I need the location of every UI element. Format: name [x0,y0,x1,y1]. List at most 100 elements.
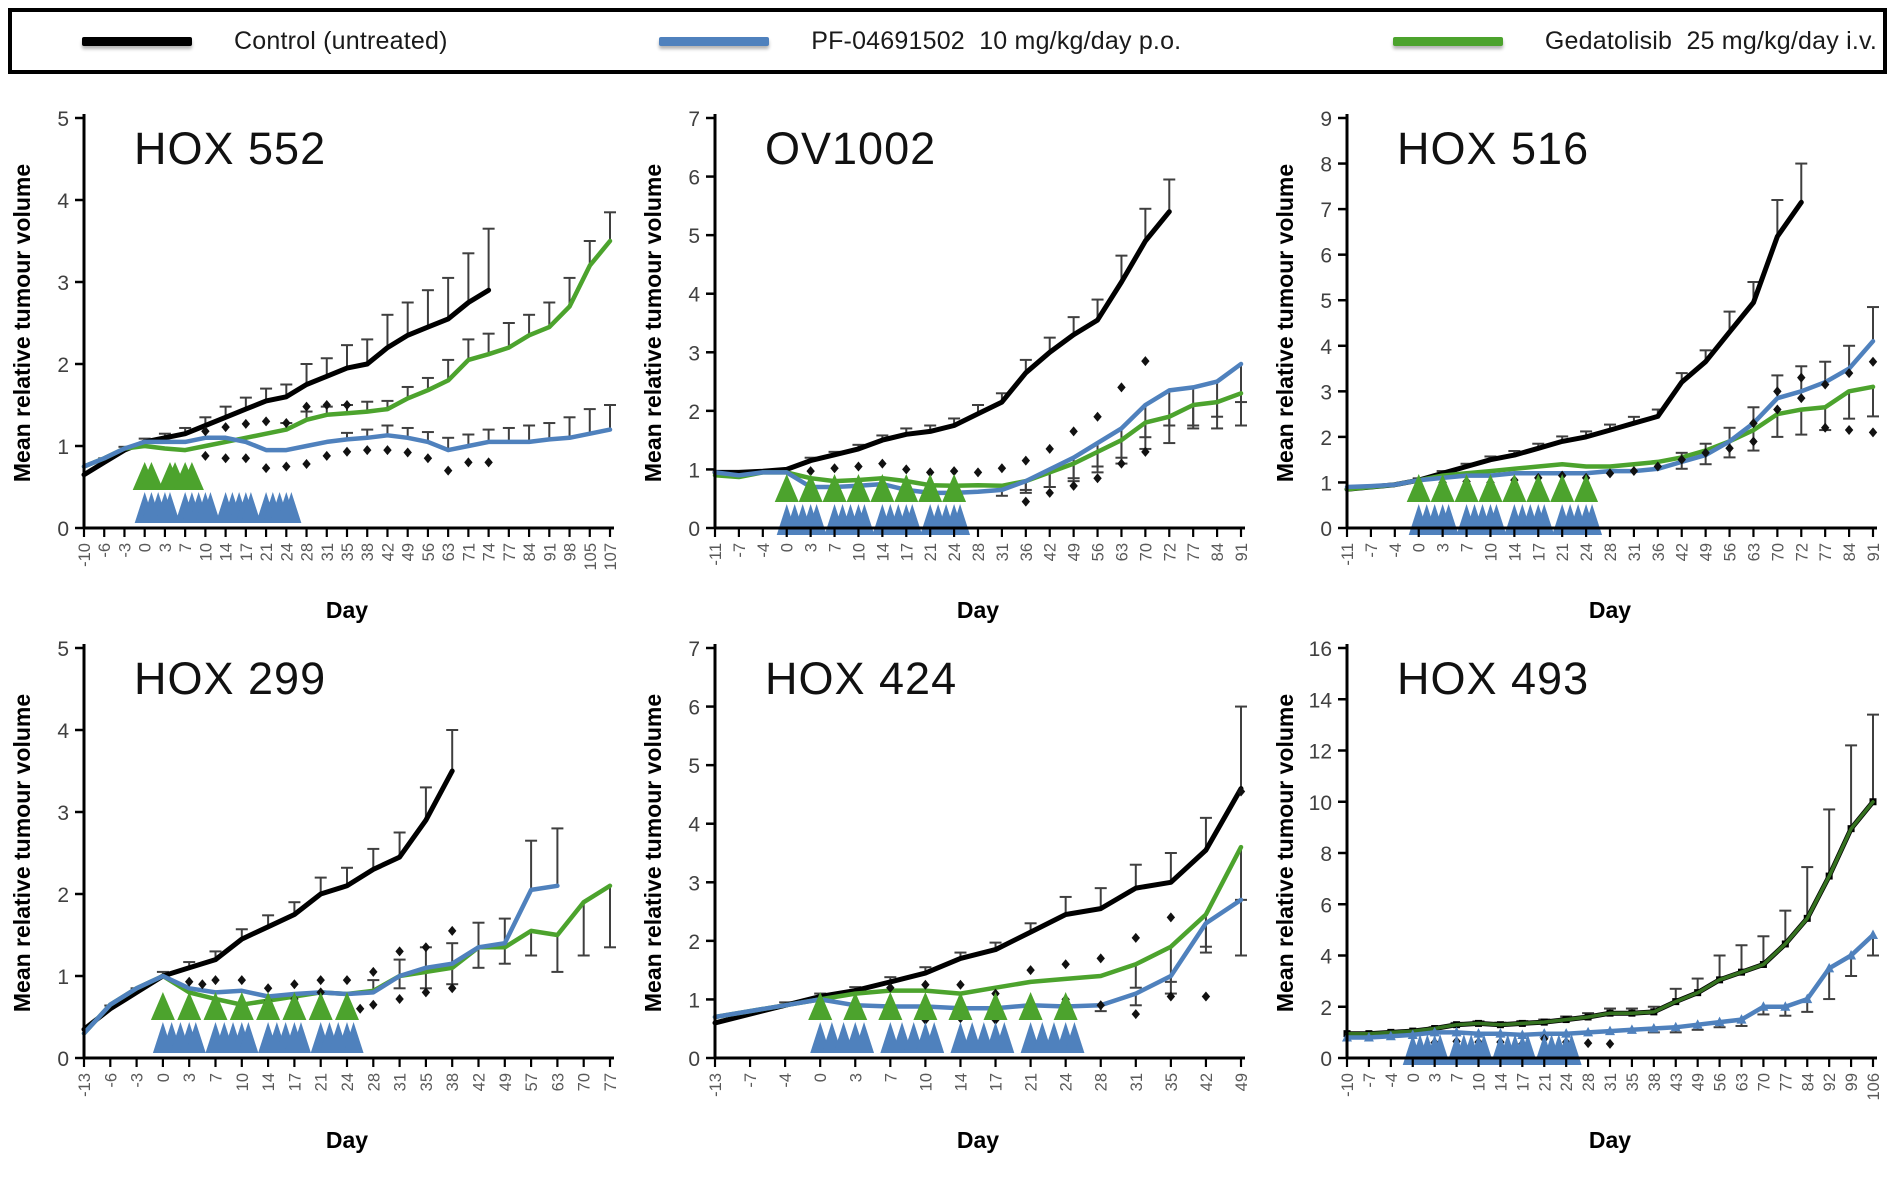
svg-text:7: 7 [177,543,195,552]
svg-text:12: 12 [1309,741,1332,764]
svg-text:3: 3 [1427,1073,1445,1082]
svg-text:38: 38 [1646,1073,1664,1091]
svg-text:17: 17 [286,1073,304,1091]
svg-text:0: 0 [57,1048,69,1071]
svg-text:17: 17 [238,543,256,561]
svg-text:1: 1 [1320,472,1332,495]
svg-text:63: 63 [1734,1073,1752,1091]
error-bars [104,729,616,1009]
svg-text:7: 7 [1459,543,1477,552]
svg-text:43: 43 [1668,1073,1686,1091]
error-bars [1428,713,1880,1034]
svg-text:36: 36 [1650,543,1668,561]
svg-text:35: 35 [418,1073,436,1091]
series-line-control [1344,799,1876,1037]
series-line-control [1344,199,1804,492]
svg-text:0: 0 [813,1073,831,1082]
chart-svg-hox-424: 0 1 2 3 4 5 6 7 -13 -7 -4 0 3 7 10 14 17 21 24 28 31 35 42 49 HO… [640,638,1251,1153]
svg-text:24: 24 [1558,1073,1576,1091]
svg-text:4: 4 [57,190,69,213]
svg-text:2: 2 [57,354,69,377]
series-line-control [81,768,455,1032]
svg-text:99: 99 [1843,1073,1861,1091]
svg-text:3: 3 [57,802,69,825]
chart-title: HOX 516 [1397,123,1589,174]
svg-text:-13: -13 [76,1073,94,1097]
svg-text:-7: -7 [731,543,749,558]
svg-text:49: 49 [400,543,418,561]
svg-text:5: 5 [1320,290,1332,313]
svg-text:6: 6 [689,167,701,190]
svg-text:7: 7 [1449,1073,1467,1082]
svg-text:91: 91 [1865,543,1883,561]
svg-text:7: 7 [1320,199,1332,222]
svg-text:42: 42 [470,1073,488,1091]
svg-text:0: 0 [137,543,155,552]
svg-text:10: 10 [197,543,215,561]
chart-title: HOX 299 [134,653,326,704]
svg-text:0: 0 [1411,543,1429,552]
legend-label-control: Control (untreated) [234,26,448,55]
svg-text:49: 49 [1690,1073,1708,1091]
svg-text:4: 4 [1320,946,1332,969]
svg-text:71: 71 [460,543,478,561]
svg-text:2: 2 [1320,997,1332,1020]
series-line-control [712,786,1244,1026]
y-axis-label: Mean relative tumour volume [9,694,35,1012]
series-line-gedatolisib [81,238,613,469]
svg-text:2: 2 [689,401,701,424]
control-line-swatch [82,36,192,46]
svg-text:17: 17 [1514,1073,1532,1091]
series-line-gedatolisib [1345,800,1875,1036]
svg-text:5: 5 [689,755,701,778]
svg-text:3: 3 [848,1073,866,1082]
svg-text:36: 36 [1018,543,1036,561]
svg-text:28: 28 [298,543,316,561]
error-bars [744,705,1248,1015]
svg-text:10: 10 [1471,1073,1489,1091]
x-tick-labels: -11 -7 -4 0 3 7 10 14 17 21 24 28 31 36 42 49 56 63 70 72 77… [1339,528,1883,566]
x-tick-labels: -13 -7 -4 0 3 7 10 14 17 21 24 28 31 35 42 49 [707,1058,1251,1097]
svg-text:70: 70 [1138,543,1156,561]
svg-text:4: 4 [57,720,69,743]
svg-text:28: 28 [1602,543,1620,561]
svg-text:1: 1 [57,436,69,459]
svg-text:84: 84 [1210,543,1228,561]
y-tick-labels: 0 1 2 3 4 5 [57,108,84,541]
series-line-pf [1344,932,1876,1040]
pf-line-swatch [659,36,770,46]
legend-label-pf: PF-04691502 10 mg/kg/day p.o. [811,26,1182,55]
y-tick-labels: 0 2 4 6 8 10 12 14 16 [1309,638,1348,1071]
x-axis-label: Day [957,597,999,623]
series-line-pf [713,361,1244,496]
svg-text:-4: -4 [1383,1073,1401,1088]
svg-text:35: 35 [1163,1073,1181,1091]
significance-asterisks [201,400,493,476]
series-line-control [712,209,1173,475]
svg-text:14: 14 [953,1073,971,1091]
svg-text:10: 10 [1483,543,1501,561]
svg-text:24: 24 [339,1073,357,1091]
x-tick-labels: -13 -6 -3 0 3 7 10 14 17 21 24 28 31 35 38 42 49 57 63 70 77 [76,1058,620,1097]
svg-text:7: 7 [827,543,845,552]
svg-text:57: 57 [523,1073,541,1091]
svg-text:10: 10 [918,1073,936,1091]
svg-text:14: 14 [260,1073,278,1091]
gedatolisib-dose-triangles [150,992,359,1020]
svg-text:2: 2 [689,931,701,954]
chart-panel-4: 0 1 2 3 4 5 -13 -6 -3 0 3 7 10 14 17 21 24 28 31 35 38 42 49 57… [0,634,632,1158]
chart-panel-3: 0 1 2 3 4 5 6 7 8 9 -11 -7 -4 0 3 7 10 14 17 21 24 28 31 36 42 49… [1263,104,1895,628]
svg-text:4: 4 [689,814,701,837]
svg-text:0: 0 [689,1048,701,1071]
pf-dose-triangles [810,1022,1085,1053]
svg-text:2: 2 [1320,427,1332,450]
svg-text:21: 21 [313,1073,331,1091]
chart-title: HOX 552 [134,123,326,174]
svg-text:84: 84 [1799,1073,1817,1091]
svg-text:6: 6 [1320,245,1332,268]
legend-label-gedatolisib: Gedatolisib 25 mg/kg/day i.v. [1544,26,1877,55]
svg-text:3: 3 [1435,543,1453,552]
svg-text:49: 49 [1698,543,1716,561]
svg-text:74: 74 [480,543,498,561]
